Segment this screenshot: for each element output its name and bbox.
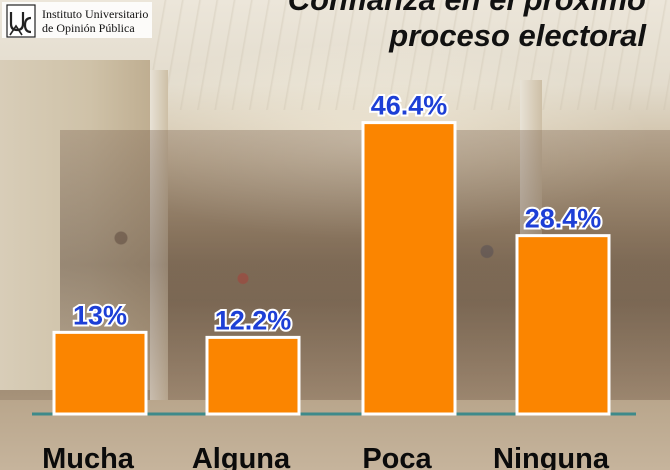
uca-logo-icon xyxy=(6,4,36,38)
background-ceiling xyxy=(150,0,670,110)
data-label-ninguna: 28.4% xyxy=(525,204,602,234)
data-label-poca: 46.4% xyxy=(371,91,448,121)
title-line-2: proceso electoral xyxy=(389,18,646,53)
logo-text: Instituto Universitario de Opinión Públi… xyxy=(42,7,148,35)
bar-alguna xyxy=(205,335,301,416)
bar-mucha xyxy=(52,330,148,416)
logo-line-1: Instituto Universitario xyxy=(42,7,149,21)
data-label-alguna: 12.2% xyxy=(215,305,292,335)
category-label-ninguna: Ninguna xyxy=(493,443,610,470)
logo-line-2: de Opinión Pública xyxy=(42,21,135,35)
category-label-poca: Poca xyxy=(362,443,432,470)
bars-group: 13% Mucha 12.2% Alguna 46.4% Poca 28.4% Ninguna xyxy=(42,89,611,470)
page-title: Confianza en el próximo proceso electora… xyxy=(186,0,646,54)
bar-poca xyxy=(361,121,457,416)
title-line-1: Confianza en el próximo xyxy=(186,0,646,18)
logo: Instituto Universitario de Opinión Públi… xyxy=(2,2,152,38)
category-label-mucha: Mucha xyxy=(42,443,135,470)
bar-ninguna xyxy=(515,234,611,416)
data-label-mucha: 13% xyxy=(73,300,127,330)
category-label-alguna: Alguna xyxy=(192,443,291,470)
